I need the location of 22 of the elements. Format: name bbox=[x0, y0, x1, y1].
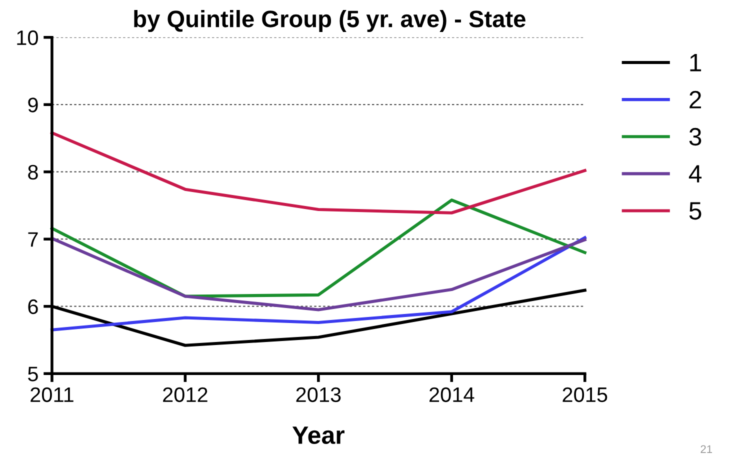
legend-label: 1 bbox=[690, 54, 702, 72]
line-series bbox=[50, 236, 586, 312]
x-tick-label: 2012 bbox=[163, 387, 208, 402]
y-tick-label: 9 bbox=[28, 98, 38, 112]
y-tick-label: 7 bbox=[28, 232, 38, 247]
legend-label: 2 bbox=[690, 90, 702, 108]
legend-label: 4 bbox=[688, 165, 702, 182]
x-tick-label: 2014 bbox=[430, 387, 474, 402]
text: 21 bbox=[700, 445, 712, 453]
y-tick-label: 8 bbox=[28, 164, 38, 180]
line-series bbox=[50, 131, 586, 214]
line-series bbox=[50, 198, 586, 298]
x-tick-label: 2013 bbox=[296, 387, 341, 402]
x-axis-title: Year bbox=[292, 426, 344, 444]
y-tick-label: 10 bbox=[17, 30, 38, 46]
y-tick-label: 5 bbox=[28, 366, 38, 382]
y-tick-label: 6 bbox=[28, 299, 38, 314]
x-tick-label: 2015 bbox=[562, 387, 608, 402]
x-tick-label: 2011 bbox=[30, 387, 74, 402]
legend-label: 3 bbox=[689, 128, 702, 146]
chart-title: by Quintile Group (5 yr. ave) - State bbox=[134, 10, 526, 32]
legend-label: 5 bbox=[689, 202, 702, 220]
